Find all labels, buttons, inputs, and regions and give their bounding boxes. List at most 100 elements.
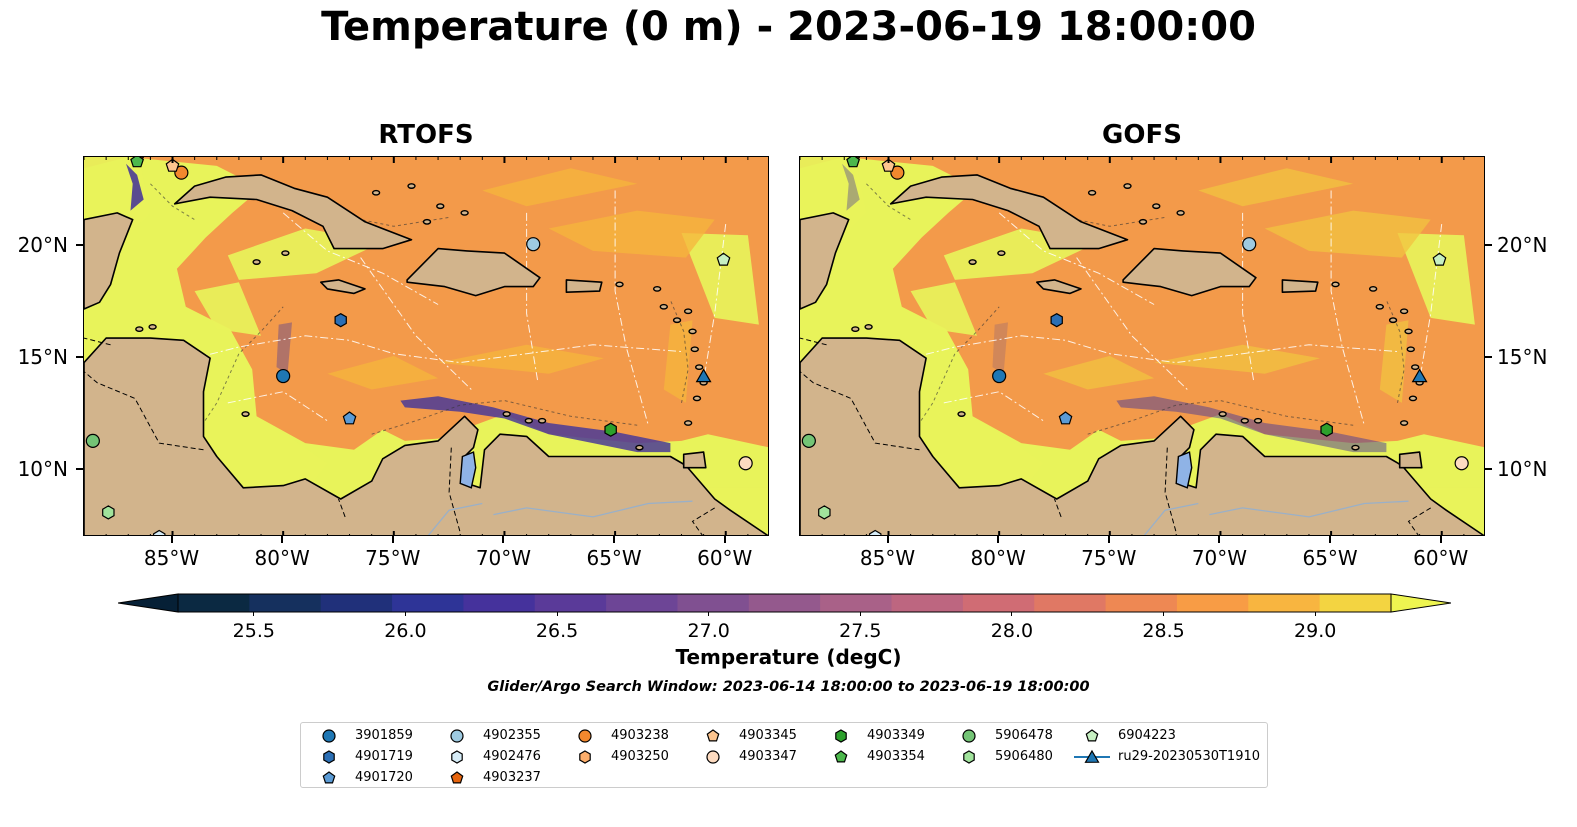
marker-ru29-20230530T1910[interactable] [1411, 368, 1428, 383]
land-mass [1281, 279, 1319, 293]
pentagon-marker-icon [322, 771, 336, 784]
land-mass [800, 337, 1484, 535]
marker-4903238[interactable] [174, 165, 189, 180]
x-tick-label: 85°W [859, 546, 916, 570]
marker-3901859[interactable] [276, 368, 291, 384]
colorbar-extend-low [117, 593, 179, 613]
x-tick-label: 65°W [586, 546, 642, 570]
marker-3901859[interactable] [992, 368, 1007, 384]
colorbar-segment [962, 594, 1035, 612]
marker-4902476[interactable] [152, 529, 166, 537]
x-tick-mark [1329, 536, 1332, 543]
marker-4903347[interactable] [1454, 456, 1469, 471]
legend-item-label: 4903250 [611, 749, 669, 764]
circle-marker-icon [578, 729, 592, 743]
x-tick-label: 60°W [697, 546, 753, 570]
circle-marker-icon [322, 729, 336, 743]
land-mass [84, 212, 134, 310]
legend-item-label: 5906480 [995, 749, 1053, 764]
colorbar-segment [1034, 594, 1107, 612]
land-mass [406, 247, 541, 297]
map-panel-gofs[interactable] [799, 156, 1485, 536]
marker-4902476[interactable] [868, 529, 882, 537]
marker-4903354[interactable] [130, 157, 145, 168]
marker-5906478[interactable] [801, 433, 816, 448]
legend-item-label: 4902476 [483, 749, 541, 764]
marker-6904223[interactable] [1432, 252, 1447, 266]
marker-4901719[interactable] [334, 313, 347, 328]
colorbar-segment [1176, 594, 1249, 612]
colorbar-segment [677, 594, 750, 612]
legend-item-label: 4901719 [355, 749, 413, 764]
map-canvas [84, 157, 768, 537]
marker-6904223[interactable] [716, 252, 731, 266]
land-mass [84, 337, 768, 535]
x-tick-mark [170, 536, 173, 543]
marker-4901719[interactable] [1050, 313, 1063, 328]
colorbar-segment [392, 594, 465, 612]
x-tick-label: 60°W [1413, 546, 1469, 570]
x-tick-mark [1439, 536, 1442, 543]
panel-title-rtofs: RTOFS [378, 120, 474, 150]
land-mass [800, 212, 850, 310]
marker-ru29-20230530T1910[interactable] [695, 368, 712, 383]
marker-4903347[interactable] [738, 456, 753, 471]
colorbar-extend-high [1390, 593, 1452, 613]
marker-5906478[interactable] [85, 433, 100, 448]
colorbar-label: Temperature (degC) [675, 645, 902, 669]
marker-5906480[interactable] [818, 505, 831, 520]
colorbar-tick-mark [859, 612, 861, 616]
colorbar-segment [1319, 594, 1392, 612]
land-mass [173, 174, 413, 250]
x-tick-label: 65°W [1302, 546, 1358, 570]
legend-item-label: 4902355 [483, 728, 541, 743]
x-tick-mark [886, 536, 889, 543]
colorbar-tick-label: 28.5 [1142, 620, 1185, 642]
marker-4903354[interactable] [846, 157, 861, 168]
y-tick-label-left: 15°N [17, 345, 68, 370]
x-tick-label: 75°W [365, 546, 421, 570]
hexagon-marker-icon [963, 750, 975, 764]
colorbar-segment [534, 594, 607, 612]
marker-4903345[interactable] [165, 158, 180, 172]
marker-4903345[interactable] [881, 158, 896, 172]
colorbar-segment [606, 594, 679, 612]
panel-title-gofs: GOFS [1102, 120, 1182, 150]
hexagon-marker-icon [579, 750, 591, 764]
colorbar [117, 591, 1452, 615]
legend-item-label: 4901720 [355, 770, 413, 785]
x-tick-label: 75°W [1081, 546, 1137, 570]
map-panel-rtofs[interactable] [83, 156, 769, 536]
marker-4902355[interactable] [1242, 237, 1257, 252]
colorbar-tick-label: 27.0 [687, 620, 730, 642]
marker-4903349[interactable] [604, 422, 617, 437]
colorbar-tick-mark [556, 612, 558, 616]
marker-4901720[interactable] [1058, 411, 1073, 425]
x-tick-mark [502, 536, 505, 543]
x-tick-mark [1218, 536, 1221, 543]
marker-4902355[interactable] [526, 237, 541, 252]
land-mass [889, 174, 1129, 250]
marker-4903238[interactable] [890, 165, 905, 180]
circle-marker-icon [450, 729, 464, 743]
y-tick-label-right: 10°N [1497, 456, 1548, 481]
y-tick-mark-right [1485, 244, 1492, 247]
search-window-text: Glider/Argo Search Window: 2023-06-14 18… [487, 679, 1090, 695]
y-tick-mark-left [76, 356, 83, 359]
marker-5906480[interactable] [102, 505, 115, 520]
hexagon-marker-icon [451, 750, 463, 764]
x-tick-mark [997, 536, 1000, 543]
land-mass [1398, 451, 1423, 469]
legend-item-label: ru29-20230530T1910 [1118, 749, 1261, 764]
x-tick-mark [723, 536, 726, 543]
marker-4901720[interactable] [342, 411, 357, 425]
pentagon-marker-icon [706, 729, 720, 742]
x-tick-mark [613, 536, 616, 543]
triangle-marker-icon [1074, 749, 1110, 763]
x-tick-label: 70°W [475, 546, 532, 570]
y-tick-mark-right [1485, 356, 1492, 359]
land-mass [1122, 247, 1257, 297]
marker-4903349[interactable] [1320, 422, 1333, 437]
colorbar-tick-label: 27.5 [839, 620, 882, 642]
hexagon-marker-icon [323, 750, 335, 764]
